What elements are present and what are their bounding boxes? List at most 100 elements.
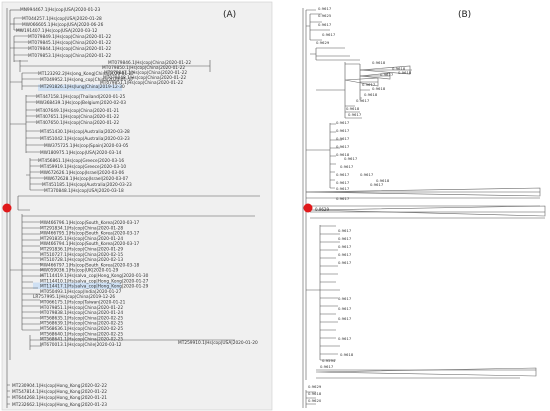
leaf-label: MT510727.1|Hs|cop|China|2020-02-15 [40,252,123,258]
leaf-label: MT079838.1|Hs|cop|China|2020-01-24 [40,310,123,316]
support-value: 0.9617 [370,182,384,187]
support-value: 0.9617 [336,144,350,149]
leaf-label: MT049952.1|Hs|ong_cop|China|2020-01-17 [40,77,134,83]
leaf-label: MW466794.1|Hs|cop|South_Korea|2020-03-17 [40,241,139,247]
support-value: 0.9617 [336,172,350,177]
leaf-label: MT079845.1|Hs|cop|China|2020-01-22 [28,40,111,46]
leaf-label: MT568640.1|Hs|cop|China|2020-02-25 [40,331,123,337]
leaf-label: LR757995.1|Hs|cop|China|2019-12-26 [33,294,115,300]
root-support-label: 0.9629 [315,207,329,212]
support-value: 0.9617 [338,228,352,233]
leaf-label: MT407650.1|Hs|cop|China|2020-01-22 [36,120,119,126]
leaf-label: MT568636.1|Hs|cop|China|2020-02-25 [40,326,123,332]
leaf-label: MT644268.1|Hs|cop|Hong_Kong|2020-01-21 [12,395,107,401]
leaf-label: MT451185.1|Hs|cop|Australia|2020-03-23 [42,182,132,188]
leaf-label: MT114410.1|Hs|salva_cop|Hong_Kong|2020-0… [40,278,149,284]
panel-a-background [1,1,273,411]
leaf-label: MT232662.1|Hs|cop|Hong_Kong|2020-01-23 [12,402,107,408]
leaf-label: MT079849.1|Hs|cop|China|2020-01-22 [28,34,111,40]
leaf-label: MT050493.1|Hs|cop|India|2020-01-27 [40,289,122,295]
leaf-label: MT291826.1|Hs|lung|China|2019-12-30 [40,84,125,90]
leaf-label: MT447158.1|Hs|cop|Thailand|2020-01-25 [36,94,126,100]
leaf-label: MT079851.1|Hs|cop|China|2020-01-22 [40,305,123,311]
support-value: 0.9618 [372,86,386,91]
support-value: 0.9625 [318,13,332,18]
root-marker-a [2,203,12,213]
support-value: 0.9618 [376,178,390,183]
leaf-label: MT291835.1|Hs|cop|China|2020-01-24 [40,236,123,242]
leaf-label: MT079848.1|Hs|cop|China|2020-01-22 [103,75,186,81]
support-value: 0.9617 [338,306,352,311]
support-value: 0.9617 [338,260,352,265]
leaf-label: MW066605.1|Hs|cop|USA|2020-06-26 [22,22,104,28]
leaf-label: MT370848.1|Hs|cop|USA|2020-03-18 [44,188,124,194]
support-value: 0.9617 [336,120,350,125]
leaf-label: MW191407.1|Hs|cop|USA|2020-03-12 [16,28,98,34]
leaf-label: MT066175.1|Hs|cop|Taiwan|2020-01-21 [40,300,126,306]
root-marker-b [303,203,313,213]
tree-b-support-values: 0.96170.96250.96170.96290.96170.96180.96… [308,6,412,403]
leaf-label: MW672626.1|Hs|cop|Israel|2020-03-06 [40,170,124,176]
leaf-label: MT568641.1|Hs|cop|China|2020-02-25 [40,337,123,343]
tree-a-leaf-labels: MN994467.1|Hs|cop|USA|2020-01-23 MT044257… [12,7,258,408]
leaf-label: MT291834.1|Hs|cop|China|2020-01-28 [40,225,123,231]
support-value: 0.9617 [344,156,358,161]
panel-a-label: (A) [223,10,236,20]
leaf-label: MT568635.1|Hs|cop|China|2020-02-25 [40,315,123,321]
leaf-label: MT291836.1|Hs|cop|China|2020-01-29 [40,247,123,253]
leaf-label: MT079844.1|Hs|cop|China|2020-01-22 [28,46,111,52]
leaf-label: MT079853.1|Hs|cop|China|2020-01-22 [28,53,111,59]
leaf-label: MT114419.1|Hs|salva_cop|Hong_Kong|2020-0… [40,273,149,279]
support-value: 0.9618 [364,92,378,97]
support-value: 0.9617 [340,164,354,169]
leaf-label: MT456861.1|Hs|cop|Greece|2020-03-16 [38,158,124,164]
support-value: 0.9617 [360,172,374,177]
support-value: 0.9617 [338,336,352,341]
leaf-label: MT044257.1|Hs|cop|USA|2020-01-28 [22,16,102,22]
leaf-label: MT547814.1|Hs|cop|Hong_Kong|2020-01-22 [12,389,107,395]
support-value: 0.9618 [340,352,354,357]
leaf-label: MW466795.1|Hs|cop|South_Korea|2020-03-17 [40,231,139,237]
leaf-label: MT079851.1|Hs|cop|China|2020-01-22 [100,80,183,86]
tree-a-branches [6,8,260,408]
leaf-label: MT451430.1|Hs|cop|Australia|2020-03-28 [40,129,130,135]
leaf-label: MN994467.1|Hs|cop|USA|2020-01-23 [20,7,101,13]
leaf-label: MT123292.2|Hs|ong_Kong|China|2020-01-27 [38,71,135,77]
support-value: 0.9618 [336,152,350,157]
support-value: 0.9617 [322,32,336,37]
leaf-label: MW466797.1|Hs|cop|South_Korea|2020-03-18 [40,262,139,268]
leaf-label: MT114417.1|Hs|salva_cop|Hong_Kong|2020-0… [40,284,149,290]
leaf-label: MT407651.1|Hs|cop|China|2020-01-22 [36,114,119,120]
support-value: 0.9617 [348,112,362,117]
support-value: 0.9617 [318,22,332,27]
support-value: 0.9629 [316,40,330,45]
support-value: 0.9617 [338,316,352,321]
panel-b-label: (B) [458,10,471,20]
support-value: 0.9618 [398,70,412,75]
leaf-label: MT079847.1|Hs|cop|China|2020-01-22 [104,70,187,76]
support-value: 0.9617 [336,186,350,191]
leaf-label: MT079850.1|Hs|cop|China|2020-01-22 [102,65,185,71]
support-value: 0.9617 [338,252,352,257]
support-value: 0.9618 [392,66,406,71]
support-value: 0.9617 [318,6,332,11]
leaf-label: MW375725.1|Hs|cop|Spain|2020-03-05 [44,143,129,149]
leaf-label: MT230904.1|Hs|cop|Hong_Kong|2020-02-22 [12,383,107,389]
support-value: 0.9617 [338,236,352,241]
support-value: 0.9629 [308,384,322,389]
leaf-label: MT459919.1|Hs|cop|Greece|2020-03-10 [40,164,126,170]
highlight-leaf-2019-12-30 [38,84,122,91]
support-value: 0.9617 [338,244,352,249]
support-value: 0.9618 [346,106,360,111]
leaf-label: MW672628.1|Hs|cop|Israel|2020-03-07 [44,176,128,182]
support-value: 0.9618 [308,391,322,396]
support-value: 0.9617 [336,136,350,141]
support-value: 0.9617 [320,364,334,369]
support-value: 0.9617 [336,128,350,133]
leaf-label: MT670013.1|Hs|cop|Chile|2020-03-12 [40,342,122,348]
tree-b-collapsed-clades [305,65,546,377]
leaf-label: MW368439.1|Hs|cop|Belgium|2020-02-03 [36,100,126,106]
leaf-label: MT079846.1|Hs|cop|China|2020-01-22 [108,60,191,66]
leaf-label: MT510728.1|Hs|cop|China|2020-02-13 [40,257,123,263]
